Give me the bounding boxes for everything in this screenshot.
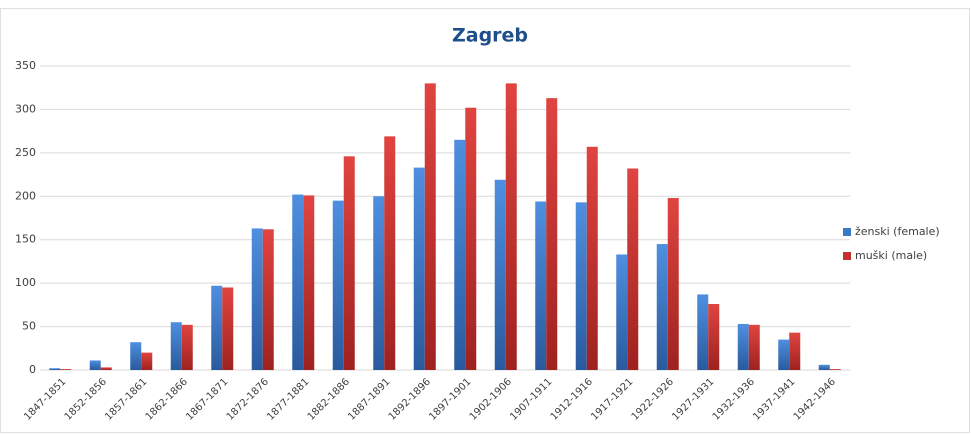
bar (535, 201, 547, 370)
chart-title: Zagreb (452, 25, 528, 47)
bar (778, 339, 790, 370)
bar (465, 107, 477, 370)
y-tick-label: 200 (15, 189, 36, 202)
bar (789, 332, 801, 370)
legend-label: ženski (female) (855, 225, 940, 238)
legend-label: muški (male) (855, 249, 927, 262)
bar (737, 323, 749, 370)
legend-swatch (843, 252, 851, 260)
bar (251, 228, 263, 370)
bar (708, 303, 720, 370)
bar (454, 139, 466, 370)
bar (697, 294, 709, 370)
bar (424, 83, 436, 370)
bar (616, 254, 628, 370)
bar (60, 369, 72, 370)
y-tick-label: 0 (29, 363, 36, 376)
y-tick-label: 300 (15, 102, 36, 115)
legend-swatch (843, 228, 851, 236)
bar (656, 244, 668, 370)
bar (141, 352, 153, 370)
y-tick-label: 100 (15, 276, 36, 289)
bar (586, 146, 598, 370)
bar (667, 198, 679, 370)
y-tick-label: 150 (15, 233, 36, 246)
bar (262, 229, 274, 370)
bar (575, 202, 587, 370)
bar (181, 324, 193, 370)
bar (384, 136, 396, 370)
bar (818, 364, 830, 370)
y-tick-label: 350 (15, 59, 36, 72)
bar (494, 179, 506, 370)
bar (627, 168, 639, 370)
bar (211, 285, 223, 370)
bar (332, 200, 344, 370)
bar (505, 83, 517, 370)
bar (49, 368, 61, 370)
bar (292, 194, 304, 370)
bar (373, 196, 385, 370)
bar (546, 98, 558, 370)
y-tick-label: 50 (22, 320, 36, 333)
y-tick-label: 250 (15, 146, 36, 159)
bar (222, 287, 234, 370)
bar (413, 167, 425, 370)
bar (748, 324, 760, 370)
bar (100, 367, 112, 370)
bar (170, 322, 182, 370)
chart-border (0, 8, 970, 433)
bar (303, 195, 315, 370)
bar (829, 369, 841, 370)
bar (89, 360, 101, 370)
bar (343, 156, 355, 370)
bar (130, 342, 142, 370)
